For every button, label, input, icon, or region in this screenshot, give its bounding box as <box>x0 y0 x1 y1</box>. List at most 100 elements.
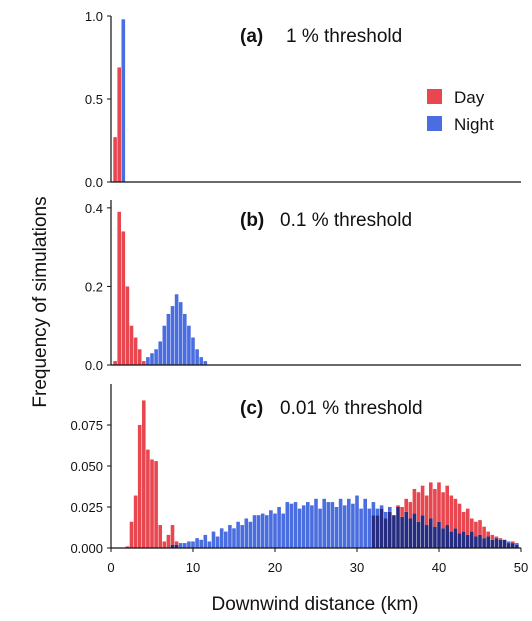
day-bar <box>154 461 158 548</box>
overlap-bar <box>441 528 445 548</box>
overlap-bar <box>453 528 458 548</box>
overlap-bar <box>375 515 380 548</box>
night-bar <box>215 536 220 548</box>
day-bar <box>125 286 130 365</box>
night-bar <box>183 543 187 548</box>
y-tick-label: 0.050 <box>70 459 103 474</box>
night-bar <box>211 531 216 548</box>
day-bar <box>117 211 121 365</box>
day-bar <box>424 495 429 526</box>
night-bar <box>306 502 310 548</box>
overlap-bar <box>482 538 486 548</box>
panel-b: 0.0 0.2 0.4 (b) 0.1 % threshold <box>85 200 521 373</box>
night-bar <box>383 511 388 519</box>
night-bar <box>178 543 183 548</box>
day-bar <box>408 502 413 519</box>
x-tick-label: 40 <box>432 560 446 575</box>
night-bar <box>146 357 150 365</box>
night-bar <box>347 498 351 548</box>
night-bar <box>338 498 343 548</box>
day-bar <box>412 488 417 514</box>
day-bar <box>150 459 154 548</box>
night-bar <box>310 505 314 548</box>
overlap-bar <box>388 511 392 548</box>
night-bar <box>314 498 318 548</box>
day-bar <box>445 485 449 526</box>
overlap-bar <box>515 544 519 548</box>
overlap-bar <box>412 513 417 548</box>
night-bar <box>269 510 273 548</box>
night-bar <box>170 306 175 365</box>
day-bar <box>142 400 146 548</box>
panel-c-y-ticks: 0.000 0.025 0.050 0.075 <box>70 418 111 556</box>
night-bar <box>285 502 290 548</box>
day-bar <box>441 492 445 529</box>
day-bar <box>437 482 441 522</box>
day-bar <box>117 67 121 182</box>
day-bar <box>113 137 117 182</box>
panel-a-y-ticks: 0.0 0.5 1.0 <box>85 9 111 190</box>
y-tick-label: 0.075 <box>70 418 103 433</box>
panel-a-bars <box>113 19 126 182</box>
day-bar <box>158 525 162 548</box>
night-bar <box>265 515 269 548</box>
night-bar <box>506 541 511 544</box>
overlap-bar <box>404 511 408 548</box>
legend-swatch-night <box>427 116 442 131</box>
night-bar <box>301 505 306 548</box>
overlap-bar <box>424 525 429 548</box>
overlap-bar <box>396 507 400 548</box>
night-bar <box>379 505 384 509</box>
overlap-bar <box>474 536 478 548</box>
overlap-bar <box>494 538 499 548</box>
day-bar <box>416 492 421 522</box>
day-bar <box>133 495 138 548</box>
day-bar <box>121 231 126 365</box>
panel-c-title: 0.01 % threshold <box>280 398 423 419</box>
night-bar <box>154 349 158 365</box>
night-bar <box>375 508 380 516</box>
night-bar <box>281 513 285 548</box>
day-bar <box>137 425 142 548</box>
overlap-bar <box>506 543 511 548</box>
day-bar <box>494 536 499 539</box>
night-bar <box>207 541 212 548</box>
day-bar <box>470 518 474 532</box>
night-bar <box>232 528 236 548</box>
overlap-bar <box>174 544 179 548</box>
night-bar <box>342 505 347 548</box>
overlap-bar <box>437 521 441 548</box>
day-bar <box>174 541 179 545</box>
panel-a-label: (a) <box>240 26 263 47</box>
x-tick-label: 10 <box>186 560 200 575</box>
day-bar <box>474 521 478 537</box>
legend: Day Night <box>427 88 494 134</box>
day-bar <box>486 531 490 537</box>
overlap-bar <box>445 525 449 548</box>
panel-a: 0.0 0.5 1.0 (a) 1 % threshold Day Night <box>85 9 521 190</box>
night-bar <box>293 502 298 548</box>
day-bar <box>490 534 495 540</box>
x-tick-label: 20 <box>268 560 282 575</box>
night-bar <box>355 495 359 548</box>
night-bar <box>187 541 191 548</box>
y-tick-label: 0.2 <box>85 279 103 294</box>
night-bar <box>260 513 265 548</box>
night-bar <box>277 507 281 548</box>
night-bar <box>203 361 208 365</box>
night-bar <box>248 521 253 548</box>
overlap-bar <box>490 539 495 548</box>
night-bar <box>187 325 191 365</box>
day-bar <box>166 534 171 548</box>
panel-c-bars <box>125 400 519 548</box>
night-bar <box>273 513 277 548</box>
night-bar <box>191 337 195 365</box>
overlap-bar <box>461 531 466 548</box>
overlap-bar <box>408 518 413 548</box>
day-bar <box>449 495 454 532</box>
day-bar <box>465 508 470 535</box>
overlap-bar <box>457 533 462 548</box>
y-tick-label: 0.000 <box>70 541 103 556</box>
overlap-bar <box>498 539 503 548</box>
